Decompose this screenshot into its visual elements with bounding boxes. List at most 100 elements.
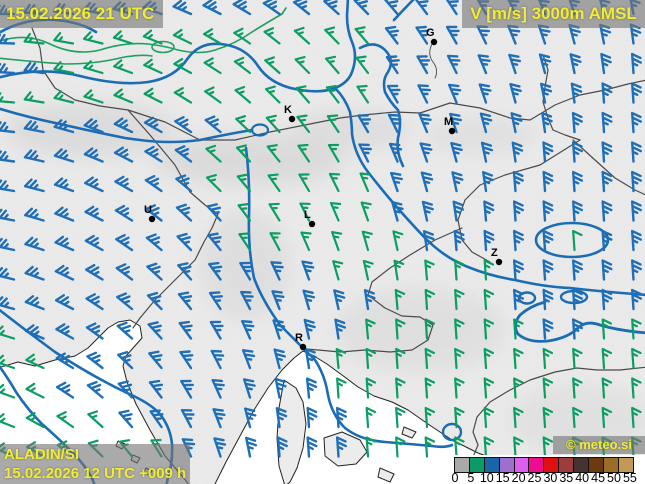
wind-barb — [394, 288, 406, 311]
wind-barb — [178, 320, 193, 340]
wind-barb — [237, 203, 252, 222]
wind-barb — [323, 0, 340, 16]
wind-barb — [113, 88, 134, 104]
wind-barb — [304, 348, 317, 370]
wind-barb — [24, 295, 45, 311]
wind-barb — [180, 409, 195, 429]
wind-barb — [572, 406, 583, 429]
wind-barb — [324, 55, 340, 75]
wind-barb — [572, 229, 583, 252]
wind-barb — [483, 436, 495, 458]
wind-barb — [115, 234, 134, 252]
wind-barb — [235, 115, 252, 134]
wind-barb — [148, 379, 164, 399]
wind-barb — [571, 288, 583, 311]
wind-barb — [362, 259, 374, 281]
legend-value: 5 — [467, 471, 475, 484]
wind-barb — [175, 203, 193, 222]
wind-barb — [571, 259, 583, 281]
wind-barb — [274, 377, 287, 399]
wind-barb — [0, 237, 16, 252]
wind-barb — [630, 229, 642, 252]
legend-value: 20 — [511, 471, 526, 484]
wind-barb — [452, 200, 465, 222]
wind-barb — [0, 267, 16, 281]
wind-barb — [0, 62, 16, 75]
wind-barb — [601, 406, 613, 429]
wind-barb — [569, 53, 582, 75]
wind-barb — [206, 203, 222, 222]
wind-barb — [172, 28, 193, 45]
wind-barb — [273, 348, 286, 370]
wind-barb — [325, 85, 340, 104]
wind-barb — [235, 144, 252, 163]
wind-barb — [208, 291, 223, 311]
wind-barb — [513, 377, 524, 399]
wind-barb — [631, 377, 642, 399]
wind-barb — [630, 82, 642, 104]
wind-barb — [334, 318, 347, 340]
wind-barb — [365, 436, 377, 458]
wind-barb — [174, 145, 193, 163]
wind-barb — [53, 177, 75, 193]
wind-barb — [177, 291, 193, 311]
wind-barb — [53, 119, 75, 134]
wind-barb — [385, 55, 400, 75]
wind-barb — [204, 86, 222, 104]
wind-barb — [180, 379, 194, 399]
wind-barb — [245, 436, 258, 458]
wind-barb — [264, 56, 281, 75]
legend-value: 35 — [559, 471, 574, 484]
wind-barb — [571, 170, 583, 193]
wind-barb — [483, 288, 495, 311]
wind-barb — [601, 111, 613, 134]
wind-barb — [205, 144, 222, 163]
wind-barb — [451, 171, 464, 193]
wind-barb — [114, 175, 134, 193]
legend-value: 50 — [607, 471, 621, 484]
wind-barb — [328, 172, 341, 193]
wind-barb — [454, 288, 465, 311]
wind-barb — [83, 60, 104, 75]
wind-barb — [204, 115, 222, 134]
wind-barb — [299, 202, 311, 222]
wind-barb — [149, 409, 164, 429]
wind-barb — [85, 263, 104, 281]
legend-value: 45 — [591, 471, 606, 484]
wind-barb — [271, 290, 285, 311]
wind-barb — [143, 116, 163, 134]
wind-barb — [388, 142, 403, 163]
wind-barb — [424, 318, 436, 340]
wind-barb — [326, 114, 340, 134]
wind-barb — [391, 201, 404, 222]
wind-barb — [454, 347, 465, 370]
legend-value: 10 — [479, 471, 494, 484]
wind-barb — [145, 233, 163, 252]
wind-barb — [542, 406, 554, 429]
wind-barb — [213, 437, 227, 458]
wind-barb — [335, 347, 347, 370]
wind-barb — [112, 30, 134, 45]
city-dot — [288, 115, 296, 123]
wind-barb — [232, 0, 252, 16]
wind-barb — [354, 26, 370, 45]
wind-barb — [241, 349, 256, 370]
wind-barb — [509, 82, 522, 104]
wind-barb — [447, 83, 462, 104]
legend-value: 15 — [495, 471, 510, 484]
wind-barb — [265, 114, 281, 134]
wind-barb — [143, 87, 163, 104]
wind-barb — [327, 143, 340, 163]
wind-barb — [240, 290, 254, 311]
wind-barb — [303, 318, 316, 340]
wind-barb — [416, 55, 431, 75]
wind-barb — [147, 321, 163, 340]
legend-swatches — [454, 457, 634, 473]
wind-barb — [415, 25, 430, 45]
legend-value: 25 — [527, 471, 542, 484]
valid-time-label: 15.02.2026 21 UTC — [0, 0, 163, 28]
wind-barb — [53, 32, 75, 45]
wind-barb — [365, 406, 377, 429]
wind-barb — [302, 289, 316, 311]
wind-barb — [25, 411, 45, 429]
